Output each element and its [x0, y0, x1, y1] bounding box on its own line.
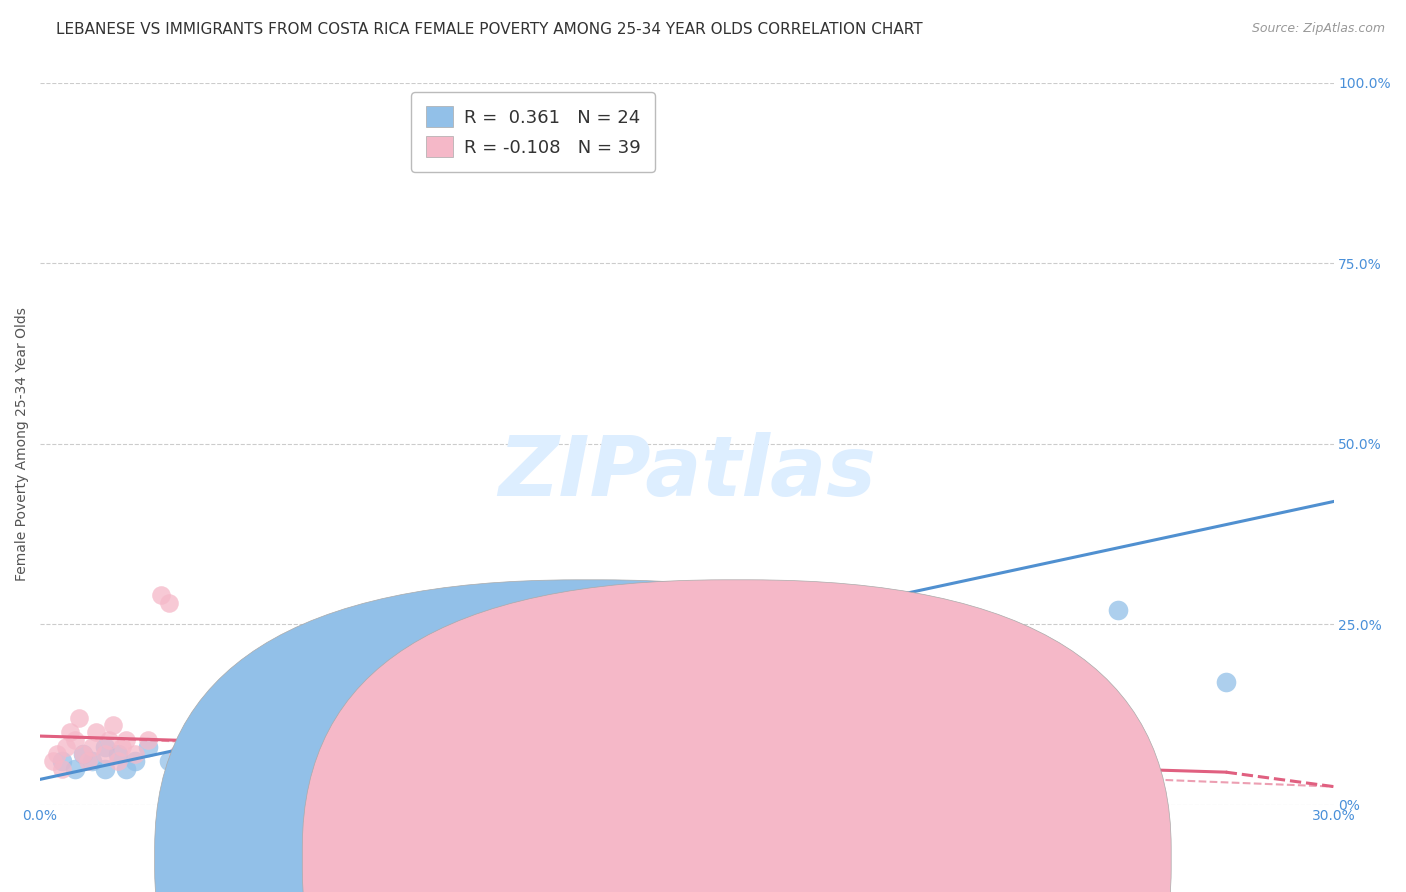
- Point: [245, 747, 267, 761]
- Point: [201, 739, 224, 754]
- Point: [1107, 603, 1129, 617]
- Point: [63, 762, 86, 776]
- Point: [934, 610, 956, 624]
- Point: [80, 754, 103, 768]
- Point: [76, 754, 98, 768]
- Point: [891, 769, 914, 783]
- Point: [107, 747, 129, 761]
- Point: [42, 754, 65, 768]
- Point: [266, 725, 288, 739]
- Point: [245, 747, 267, 761]
- Point: [374, 739, 396, 754]
- Text: Lebanese: Lebanese: [607, 852, 681, 866]
- Point: [288, 754, 311, 768]
- Point: [72, 747, 94, 761]
- Point: [149, 588, 172, 602]
- Point: [418, 704, 440, 718]
- Point: [136, 732, 159, 747]
- Point: [201, 732, 224, 747]
- Point: [224, 754, 246, 768]
- Point: [460, 754, 482, 768]
- Point: [51, 754, 73, 768]
- Point: [72, 747, 94, 761]
- Point: [63, 732, 86, 747]
- Y-axis label: Female Poverty Among 25-34 Year Olds: Female Poverty Among 25-34 Year Olds: [15, 307, 30, 581]
- Legend: R =  0.361   N = 24, R = -0.108   N = 39: R = 0.361 N = 24, R = -0.108 N = 39: [412, 92, 655, 171]
- Point: [59, 725, 82, 739]
- Point: [309, 747, 332, 761]
- Text: Immigrants from Costa Rica: Immigrants from Costa Rica: [755, 852, 969, 866]
- Point: [111, 739, 134, 754]
- Point: [136, 739, 159, 754]
- Point: [589, 762, 612, 776]
- Point: [180, 762, 202, 776]
- Point: [107, 754, 129, 768]
- Point: [103, 718, 125, 732]
- Point: [977, 639, 1000, 653]
- Point: [762, 660, 785, 674]
- Point: [610, 101, 633, 115]
- Point: [124, 747, 146, 761]
- Point: [589, 674, 612, 689]
- Point: [330, 747, 353, 761]
- Point: [1107, 776, 1129, 790]
- Point: [167, 747, 190, 761]
- Point: [503, 747, 526, 761]
- Point: [460, 674, 482, 689]
- Point: [115, 732, 138, 747]
- Text: LEBANESE VS IMMIGRANTS FROM COSTA RICA FEMALE POVERTY AMONG 25-34 YEAR OLDS CORR: LEBANESE VS IMMIGRANTS FROM COSTA RICA F…: [56, 22, 922, 37]
- Point: [159, 754, 181, 768]
- Point: [94, 747, 117, 761]
- Point: [159, 596, 181, 610]
- Text: ZIPatlas: ZIPatlas: [498, 432, 876, 513]
- Point: [46, 747, 69, 761]
- Point: [353, 762, 375, 776]
- Point: [94, 762, 117, 776]
- Point: [180, 739, 202, 754]
- Point: [98, 732, 121, 747]
- Point: [51, 762, 73, 776]
- Text: Source: ZipAtlas.com: Source: ZipAtlas.com: [1251, 22, 1385, 36]
- Point: [1215, 674, 1237, 689]
- Point: [94, 739, 117, 754]
- Point: [115, 762, 138, 776]
- Point: [67, 711, 90, 725]
- Point: [84, 725, 107, 739]
- Point: [309, 739, 332, 754]
- Point: [418, 769, 440, 783]
- Point: [124, 754, 146, 768]
- Point: [697, 769, 720, 783]
- Point: [374, 674, 396, 689]
- Point: [80, 739, 103, 754]
- Point: [55, 739, 77, 754]
